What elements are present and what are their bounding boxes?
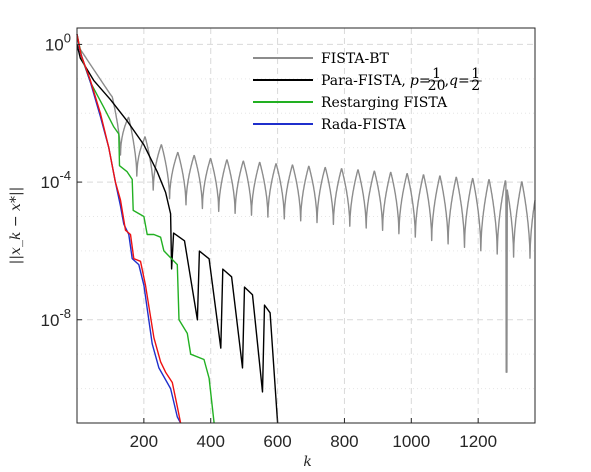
- legend-label: Para-FISTA,: [321, 73, 406, 89]
- legend-label: Restarging FISTA: [321, 95, 448, 111]
- legend-frac-num: 1: [432, 66, 441, 82]
- x-axis-label: k: [303, 454, 311, 470]
- series-restarging-fista-line: [76, 33, 215, 424]
- x-tick-label: 800: [330, 432, 358, 451]
- series-fista-bt-line: [76, 44, 536, 373]
- series-rada-fista-line: [76, 33, 182, 424]
- series-red-line: [76, 33, 182, 424]
- axis-labels: k ||x_k − x*||: [8, 187, 312, 470]
- y-tick-label: 100: [45, 30, 71, 54]
- legend-frac-num: 1: [471, 66, 480, 82]
- y-tick-label: 10-4: [41, 168, 71, 192]
- legend-label: FISTA-BT: [321, 51, 390, 67]
- x-tick-label: 400: [197, 432, 225, 451]
- x-tick-label: 1200: [459, 432, 497, 451]
- series-layer: [76, 33, 536, 424]
- plot-area: [77, 28, 535, 423]
- axes-box: [76, 27, 536, 424]
- legend-math: ,: [445, 73, 449, 89]
- ticks: 200 400 600 800 1000 1200 100 10-4 10-8: [41, 30, 498, 451]
- legend-math: =: [419, 73, 431, 89]
- y-axis-label: ||x_k − x*||: [8, 187, 24, 265]
- legend-frac-den: 20: [428, 78, 446, 94]
- y-tick-label: 10-8: [41, 306, 71, 330]
- legend-math: p: [410, 73, 419, 89]
- x-tick-label: 200: [130, 432, 158, 451]
- legend-math: q: [449, 73, 458, 89]
- legend-math: =: [458, 73, 470, 89]
- legend-frac-den: 2: [471, 78, 480, 94]
- x-tick-label: 1000: [392, 432, 430, 451]
- legend-label: Rada-FISTA: [321, 117, 407, 133]
- x-tick-label: 600: [263, 432, 291, 451]
- series-para-fista-p-1-20-q-1-2-line: [76, 44, 279, 424]
